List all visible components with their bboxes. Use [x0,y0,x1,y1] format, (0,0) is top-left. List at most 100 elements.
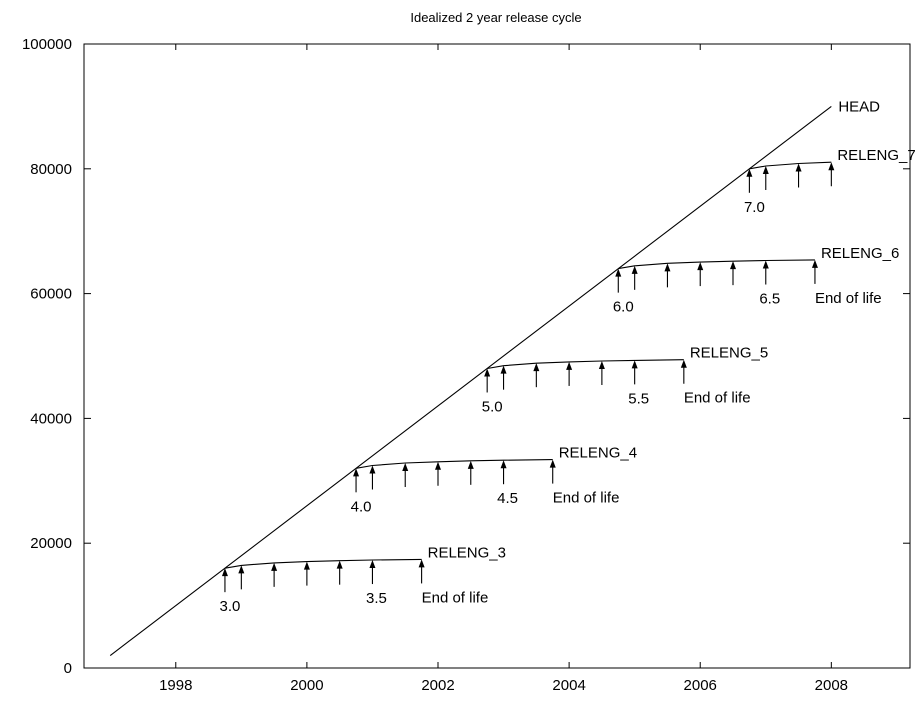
releng-7-release-arrow [795,163,802,188]
arrow-head [680,359,687,368]
x-tick-label-2000: 2000 [290,677,323,694]
releng-4-release-arrow [549,459,556,484]
releng-3-major-release-label: 3.0 [220,598,241,615]
y-tick-label-60000: 60000 [30,286,72,303]
x-tick-label-2006: 2006 [684,677,717,694]
releng-5-branch-line [487,359,684,370]
x-tick-label-2004: 2004 [552,677,585,694]
releng-3-release-arrow [271,562,278,587]
releng-5-major-release-label: 5.0 [482,398,503,415]
releng-6-release-arrow [811,259,818,284]
releng-6-branch-line [618,259,815,270]
arrow-head [664,263,671,272]
plot-area: HEAD RELENG_3 3.0 3.5 End of life RELENG_4 4.0… [109,98,916,656]
x-tick-label-2002: 2002 [421,677,454,694]
releng-4-release-arrow [369,465,376,490]
arrow-head [697,262,704,271]
releng-4-branch-line [356,459,553,469]
releng-3-end-of-life-label: End of life [422,589,489,606]
arrow-head [467,460,474,469]
arrow-head [353,468,360,477]
releng-6-release-arrow [762,260,769,285]
axes: 1998 2000 2002 2004 2006 2008 0 20000 40000 60000… [22,36,910,694]
releng-6-minor-release-label: 6.5 [759,291,780,308]
releng-6-release-arrow [664,263,671,288]
arrow-head [615,268,622,277]
releng-7-release-arrow [762,165,769,190]
releng-7-major-release-label: 7.0 [744,199,765,216]
releng-4-release-arrow [435,461,441,486]
releng-7-release-arrow [828,162,835,187]
y-tick-label-100000: 100000 [22,36,72,53]
releng-6-release-arrow [631,265,638,290]
head-line [109,105,832,656]
releng-5-release-arrow [680,359,687,384]
releng-5-release-arrow [598,360,605,385]
arrow-head [762,165,769,174]
releng-3-release-arrow [369,560,376,585]
plot-frame [83,43,911,669]
arrow-head [369,560,376,569]
releng-5-branch-label: RELENG_5 [690,345,768,362]
arrow-head [221,568,228,577]
releng-4-branch-label: RELENG_4 [559,445,637,462]
releng-4-release-arrow [402,463,409,488]
releng-5-release-arrow [566,361,573,386]
releng-3-minor-release-label: 3.5 [366,590,387,607]
arrow-head [303,561,310,570]
releng-6-major-release-label: 6.0 [613,299,634,316]
releng-4-release-arrow [500,460,507,485]
releng-5-release-arrow [533,363,540,388]
arrow-head [484,368,491,377]
arrow-head [730,261,736,270]
y-tick-label-20000: 20000 [30,535,72,552]
releng-5-release-arrow [500,365,507,390]
releng-4-release-arrow [467,460,474,485]
releng-5-minor-release-label: 5.5 [628,390,649,407]
arrow-head [549,459,556,468]
releng-3-branch-line [224,558,422,569]
arrow-head [533,363,540,372]
arrow-head [418,559,425,568]
releng-6-release-arrow [615,268,622,293]
arrow-head [402,463,409,472]
arrow-head [435,461,441,470]
arrow-head [631,360,638,369]
arrow-head [500,365,507,374]
arrow-head [746,168,753,177]
arrow-head [795,163,802,172]
releng-3-release-arrow [418,559,425,584]
releng-6-branch-label: RELENG_6 [821,245,899,262]
releng-6-release-arrow [697,262,704,287]
arrow-head [500,460,507,469]
chart-title: Idealized 2 year release cycle [410,10,581,25]
releng-3-release-arrow [303,561,310,586]
releng-3-release-arrow [238,565,245,590]
arrow-head [238,565,245,574]
releng-7-branch-line [749,161,832,170]
arrow-head [271,562,278,571]
y-tick-label-40000: 40000 [30,410,72,427]
releng-4-end-of-life-label: End of life [553,490,620,507]
arrow-head [828,162,835,171]
releng-5-release-arrow [631,360,638,385]
releng-3-release-arrow [336,560,343,585]
releng-4-major-release-label: 4.0 [351,498,372,515]
releng-3-branch-label: RELENG_3 [428,544,506,561]
releng-7-release-arrow [746,168,753,193]
releng-5-end-of-life-label: End of life [684,390,751,407]
releng-5-release-arrow [484,368,491,393]
arrow-head [566,361,573,370]
releng-7-branch-label: RELENG_7 [837,147,915,164]
head-label: HEAD [838,98,880,115]
arrow-head [369,465,376,474]
y-tick-label-0: 0 [64,660,72,677]
y-tick-label-80000: 80000 [30,161,72,178]
releng-4-minor-release-label: 4.5 [497,490,518,507]
releng-4-release-arrow [353,468,360,493]
arrow-head [811,259,818,268]
arrow-head [336,560,343,569]
x-tick-label-2008: 2008 [815,677,848,694]
x-tick-label-1998: 1998 [159,677,192,694]
